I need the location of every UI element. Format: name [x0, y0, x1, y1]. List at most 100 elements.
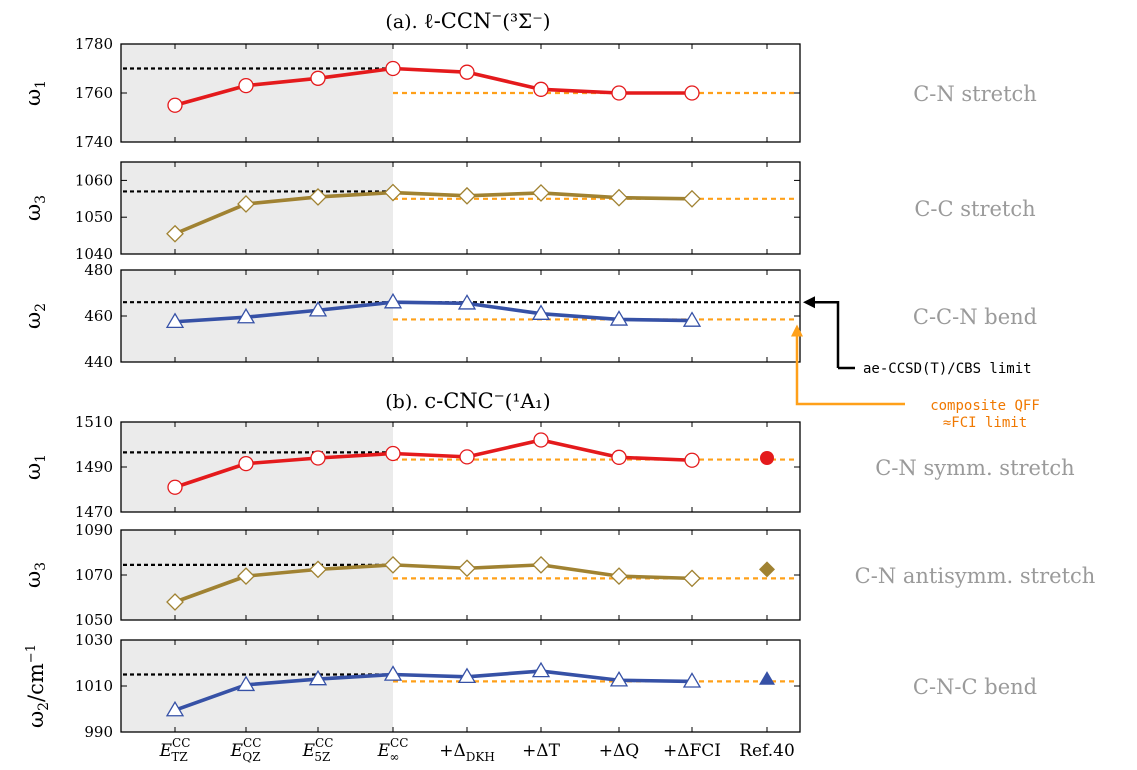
marker-point [385, 445, 401, 462]
marker-point [309, 188, 327, 206]
marker-point [166, 224, 184, 243]
y-tick-label: 1740 [75, 133, 113, 151]
marker-point [236, 675, 256, 692]
y-tick-label: 1490 [75, 458, 113, 476]
y-axis-label: ω1 [21, 454, 49, 480]
panel-frame [120, 639, 801, 733]
y-tick-label: 1030 [75, 631, 113, 649]
x-label-base: E [230, 741, 244, 761]
section-title-species: c-CNC [424, 389, 493, 413]
x-label-superscript: CC [315, 736, 333, 750]
y-tick-label: 1470 [75, 503, 113, 521]
x-tick-label: +ΔDKH [439, 741, 495, 764]
fci-arrow-head [791, 324, 803, 337]
y-axis-label: ω2 [21, 303, 49, 329]
y-axis-label: ω3 [21, 562, 49, 588]
marker-point [310, 450, 326, 466]
marker-point [609, 310, 629, 326]
section-title-1: (b). c-CNC−(¹A₁) [385, 389, 550, 413]
y-axis-subscript: 1 [33, 454, 49, 463]
y-tick-label: 1050 [75, 611, 113, 629]
y-tick-label: 1060 [75, 171, 113, 189]
marker-point [308, 669, 328, 686]
marker-point [459, 449, 475, 465]
section-title-prefix: (a). [385, 11, 423, 33]
cbs-extrapolation-shade [121, 162, 393, 254]
cbs-arrow-line [812, 300, 840, 368]
marker-point [167, 97, 183, 113]
marker-point [458, 559, 476, 578]
y-tick-label: 990 [84, 723, 113, 741]
y-tick-label: 440 [84, 353, 113, 371]
marker-point [458, 186, 476, 205]
annotations: ae-CCSD(T)/CBS limit composite QFF≈FCI li… [791, 296, 1040, 431]
panel-frame [120, 43, 801, 143]
marker-point [532, 555, 550, 574]
marker-point [310, 70, 326, 86]
marker-point [531, 661, 551, 678]
mode-label: C-N-C bend [913, 675, 1037, 699]
marker-point [682, 311, 702, 327]
x-tick-label: Ref.40 [739, 741, 795, 761]
x-label-base: +ΔFCI [663, 741, 721, 761]
x-label-subscript: TZ [171, 750, 187, 764]
panel-1: 1040 1050 1060 ω3 C-C stretch [21, 161, 1036, 263]
y-axis-symbol: ω [24, 711, 48, 728]
section-title-state: (³Σ⁻) [502, 9, 550, 33]
marker-point [683, 189, 701, 208]
y-axis-symbol: ω [21, 463, 45, 480]
marker-point [237, 567, 255, 586]
x-label-base: E [377, 741, 391, 761]
marker-point [533, 432, 549, 448]
x-label-subscript: DKH [466, 750, 495, 764]
series-line [174, 190, 693, 236]
x-tick-label: +ΔT [522, 741, 561, 761]
panel-3: 1470 1490 1510 ω1 C-N symm. stretch [21, 413, 1075, 521]
x-label-base: +ΔQ [599, 741, 639, 761]
x-tick-label: ECC QZ [230, 736, 262, 764]
mode-label: C-N stretch [913, 82, 1037, 106]
marker-point [309, 560, 327, 579]
cbs-limit-annotation: ae-CCSD(T)/CBS limit [863, 361, 1032, 377]
marker-point [167, 479, 183, 495]
marker-point [166, 593, 184, 611]
marker-point [236, 307, 256, 324]
fci-limit-annotation-line2: ≈FCI limit [943, 415, 1027, 431]
section-title-state: (¹A₁) [505, 389, 551, 413]
y-tick-label: 1510 [75, 413, 113, 431]
marker-point [384, 183, 402, 202]
x-label-superscript: CC [390, 736, 408, 750]
y-tick-label: 460 [84, 307, 113, 325]
marker-point [165, 700, 185, 717]
y-axis-symbol: ω [21, 204, 45, 221]
fci-limit-annotation: composite QFF [930, 398, 1040, 414]
y-axis-symbol: ω [21, 571, 45, 588]
marker-point [609, 670, 629, 687]
series-line [174, 669, 693, 712]
y-tick-label: 1070 [75, 566, 113, 584]
panel-frame [120, 529, 801, 621]
y-axis-symbol: ω [21, 312, 45, 329]
x-label-superscript: CC [243, 736, 261, 750]
marker-point [238, 455, 254, 472]
marker-point [237, 195, 255, 213]
panel-5: 990 1010 1030 ω2/cm−1 C-N-C bend [24, 631, 1037, 741]
y-tick-label: 480 [84, 261, 113, 279]
mode-label: C-C-N bend [913, 305, 1037, 329]
marker-point [165, 312, 185, 329]
reference-point [759, 561, 775, 578]
mode-label: C-C stretch [914, 197, 1035, 221]
fci-arrow-line [795, 333, 905, 406]
panel-frame [120, 269, 801, 363]
section-title-prefix: (b). [385, 391, 424, 413]
cbs-arrow-head [803, 296, 815, 309]
x-label-base: Ref.40 [739, 741, 795, 761]
y-axis-subscript: 3 [33, 562, 49, 571]
y-axis-label: ω1 [21, 80, 49, 106]
series-line [174, 438, 693, 489]
marker-point [610, 188, 628, 207]
marker-point [533, 81, 549, 97]
x-label-base: E [302, 741, 316, 761]
marker-point [308, 300, 328, 317]
marker-point [611, 449, 627, 465]
